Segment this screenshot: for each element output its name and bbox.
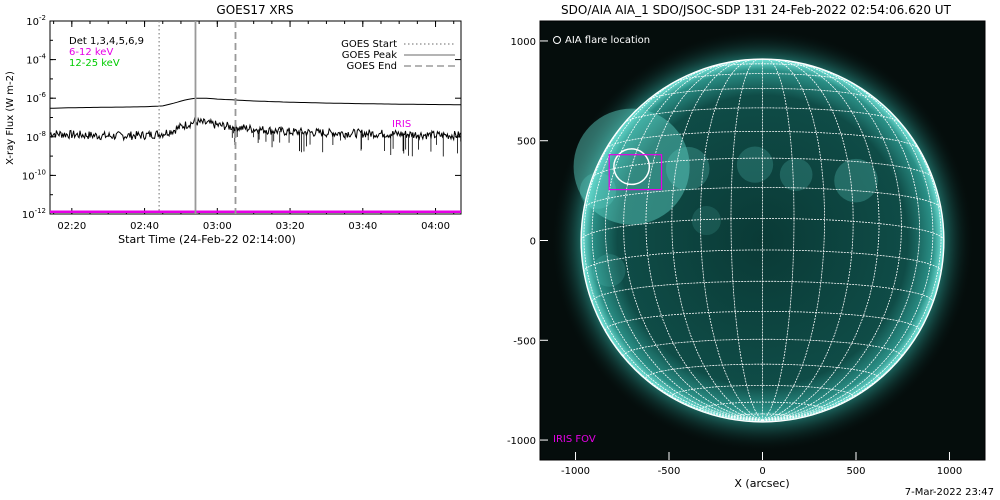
latitude-line bbox=[583, 249, 942, 272]
longitude-line bbox=[671, 59, 763, 421]
image-x-tick-label: 0 bbox=[759, 466, 765, 477]
y-tick-label: 10-10 bbox=[22, 168, 46, 182]
image-y-tick-label: -1000 bbox=[507, 436, 536, 447]
longitude-line bbox=[762, 92, 942, 421]
x-tick-label: 02:20 bbox=[57, 221, 86, 232]
image-x-ticks: -1000 -500 0 500 1000 bbox=[561, 452, 962, 477]
image-x-tick-label: -1000 bbox=[561, 466, 590, 477]
image-x-tick-label: 500 bbox=[846, 466, 865, 477]
image-y-tick-label: 500 bbox=[517, 137, 536, 148]
iris-fov-box bbox=[608, 154, 663, 191]
latitude-line bbox=[647, 88, 878, 101]
x-axis-label: Start Time (24-Feb-22 02:14:00) bbox=[118, 233, 296, 246]
heliographic-grid bbox=[580, 58, 945, 421]
longitude-line bbox=[645, 59, 763, 421]
longitude-line bbox=[762, 68, 934, 421]
iris-label: IRIS bbox=[392, 119, 411, 130]
longitude-line bbox=[583, 92, 763, 421]
image-x-tick-label: -500 bbox=[658, 466, 681, 477]
channel-label: 6-12 keV bbox=[69, 47, 113, 58]
flux-series bbox=[49, 97, 462, 214]
chart-title: GOES17 XRS bbox=[216, 3, 293, 17]
longitude-line bbox=[762, 62, 921, 421]
longitude-line bbox=[604, 62, 763, 421]
legend-label: GOES Start bbox=[341, 39, 397, 50]
longitude-line bbox=[730, 58, 763, 421]
iris-fov-label: IRIS FOV bbox=[553, 434, 596, 445]
solar-limb bbox=[580, 58, 945, 423]
longitude-line bbox=[591, 68, 763, 421]
x-tick-label: 03:40 bbox=[348, 221, 377, 232]
longitude-line bbox=[762, 58, 795, 421]
bright-region bbox=[834, 158, 878, 203]
y-tick-label: 10-2 bbox=[26, 14, 46, 28]
longitude-line bbox=[762, 58, 825, 421]
bright-region bbox=[691, 206, 721, 236]
bright-region bbox=[736, 146, 774, 183]
longitude-line bbox=[700, 58, 763, 421]
longitude-line bbox=[762, 61, 902, 421]
goes-xrs-chart: GOES17 XRS 10-2 10-4 10-6 10-8 10-10 10-12 02… bbox=[5, 3, 462, 246]
bright-region bbox=[779, 158, 813, 191]
x-tick-label: 04:00 bbox=[421, 221, 450, 232]
y-tick-label: 10-4 bbox=[26, 53, 46, 67]
legend-label: GOES Peak bbox=[342, 50, 397, 61]
longitude-line bbox=[762, 59, 880, 421]
latitude-line bbox=[606, 131, 919, 149]
latitude-line bbox=[704, 63, 821, 70]
flare-legend-icon bbox=[553, 36, 561, 44]
image-y-tick-label: -500 bbox=[513, 336, 536, 347]
flare-legend-label: AIA flare location bbox=[565, 35, 650, 46]
goes-markers bbox=[158, 21, 237, 214]
channel-label: 12-25 keV bbox=[69, 58, 120, 69]
image-title: SDO/AIA AIA_1 SDO/JSOC-SDP 131 24-Feb-20… bbox=[561, 3, 952, 17]
y-axis-ticks: 10-2 10-4 10-6 10-8 10-10 10-12 bbox=[22, 14, 461, 221]
series-line-1 bbox=[49, 116, 462, 142]
y-tick-label: 10-12 bbox=[22, 207, 46, 221]
x-tick-label: 03:00 bbox=[203, 221, 232, 232]
image-y-tick-label: 0 bbox=[530, 237, 536, 248]
bright-region bbox=[579, 172, 617, 209]
channel-label: Det 1,3,4,5,6,9 bbox=[69, 36, 144, 47]
image-y-tick-label: 1000 bbox=[511, 37, 536, 48]
solar-disk bbox=[552, 30, 973, 451]
longitude-line bbox=[623, 61, 763, 421]
x-tick-label: 03:20 bbox=[276, 221, 305, 232]
image-x-label: X (arcsec) bbox=[734, 477, 789, 490]
y-axis-label: X-ray Flux (W m-2) bbox=[5, 71, 16, 165]
legend-label: GOES End bbox=[347, 61, 397, 72]
y-tick-label: 10-6 bbox=[26, 91, 46, 105]
series-line-0 bbox=[49, 97, 461, 109]
footer-timestamp: 7-Mar-2022 23:47 bbox=[904, 487, 994, 498]
longitude-line bbox=[762, 59, 854, 421]
bright-region bbox=[665, 146, 710, 191]
y-tick-label: 10-8 bbox=[26, 130, 46, 144]
latitude-line bbox=[624, 107, 901, 124]
image-y-ticks: 1000 500 0 -500 -1000 bbox=[507, 37, 548, 447]
aia-image-panel: SDO/AIA AIA_1 SDO/JSOC-SDP 131 24-Feb-20… bbox=[507, 3, 986, 490]
flare-location-circle bbox=[613, 148, 651, 186]
image-x-tick-label: 1000 bbox=[937, 466, 962, 477]
x-tick-label: 02:40 bbox=[130, 221, 159, 232]
